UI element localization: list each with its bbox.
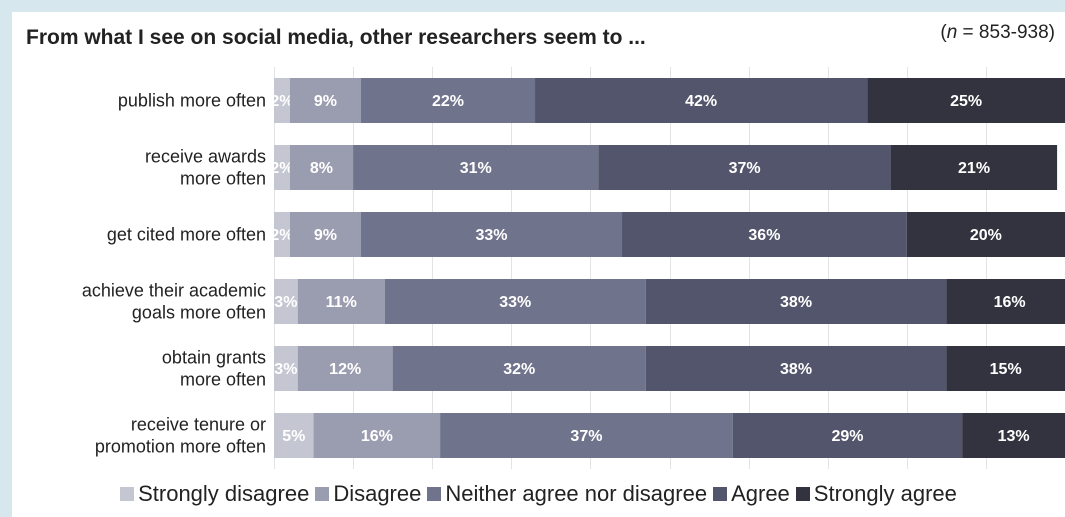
data-label: 9% [314,93,337,110]
data-label: 33% [499,294,531,311]
legend-swatch [427,487,442,501]
bar-segment [946,279,1065,324]
bar-segment [890,145,1058,190]
data-label: 2% [270,227,293,244]
data-label: 16% [994,294,1026,311]
legend-item: Strongly agree [795,481,957,507]
bar-segment [946,346,1065,391]
data-label: 22% [432,93,464,110]
bar-segment [962,413,1065,458]
bar-segment [353,145,599,190]
legend-swatch [120,487,135,501]
legend-item: Strongly disagree [120,481,309,507]
data-label: 31% [460,160,492,177]
bar-segment [274,78,290,123]
bar-segment [384,279,646,324]
data-label: 2% [270,160,293,177]
bar-segment [289,212,362,257]
legend-swatch [315,487,330,501]
sample-size-note: (n = 853-938) [940,22,1055,43]
bar-segment [906,212,1065,257]
category-label: publish more often [118,91,266,111]
category-label: receive awards more often [145,147,266,189]
sample-size-symbol: n [946,22,958,43]
bar-segment [274,413,314,458]
data-label: 11% [326,294,357,311]
chart-title: From what I see on social media, other r… [26,26,646,49]
bar-segment [289,78,362,123]
data-label: 33% [476,227,508,244]
bar-segment [622,212,907,257]
bar-segment [361,78,536,123]
data-label: 2% [270,93,293,110]
data-label: 12% [329,361,361,378]
legend-item: Disagree [315,481,421,507]
legend-label: Disagree [333,481,422,506]
data-label: 3% [274,361,297,378]
chart-card: From what I see on social media, other r… [12,12,1065,517]
bar-segment [313,413,441,458]
bar-segment [535,78,868,123]
data-label: 36% [748,227,780,244]
bar-segment [289,145,354,190]
legend-item: Agree [713,481,790,507]
data-label: 9% [314,227,337,244]
legend-label: Strongly disagree [138,481,310,506]
data-label: 8% [310,160,333,177]
data-label: 42% [685,93,717,110]
bar-segment [392,346,646,391]
data-label: 32% [503,361,535,378]
data-label: 3% [274,294,297,311]
bar-segment [645,346,947,391]
category-label: achieve their academic goals more often [82,281,266,323]
stacked-bar-chart: publish more often 2% 9% 22% 42% 25%receive a… [82,67,1065,469]
legend-label: Neither agree nor disagree [445,481,708,506]
bar-segment [867,78,1065,123]
data-label: 38% [780,361,812,378]
bar-segment [297,279,385,324]
legend-swatch [795,487,810,501]
data-label: 20% [970,227,1002,244]
data-label: 29% [831,428,863,445]
bar-segment [274,145,290,190]
bar-segment [274,346,298,391]
data-label: 21% [958,160,990,177]
data-label: 16% [361,428,393,445]
bar-segment [274,212,290,257]
data-label: 37% [729,160,761,177]
category-label: get cited more often [107,225,266,245]
bar-segment [274,279,298,324]
chart-legend: Strongly disagree Disagree Neither agree n… [12,481,1065,507]
category-label: obtain grants more often [162,348,266,390]
data-label: 15% [990,361,1022,378]
bar-segment [645,279,947,324]
bar-segment [732,413,963,458]
legend-item: Neither agree nor disagree [427,481,707,507]
legend-label: Agree [731,481,790,506]
bar-segment [297,346,393,391]
bar-segment [598,145,891,190]
category-label: receive tenure or promotion more often [95,415,266,457]
bar-segment [440,413,733,458]
data-label: 5% [282,428,305,445]
data-label: 38% [780,294,812,311]
sample-size-text: = 853-938) [957,22,1055,43]
data-label: 37% [570,428,602,445]
data-label: 25% [950,93,982,110]
legend-swatch [713,487,728,501]
bar-segment [361,212,623,257]
data-label: 13% [998,428,1030,445]
legend-label: Strongly agree [813,481,957,506]
